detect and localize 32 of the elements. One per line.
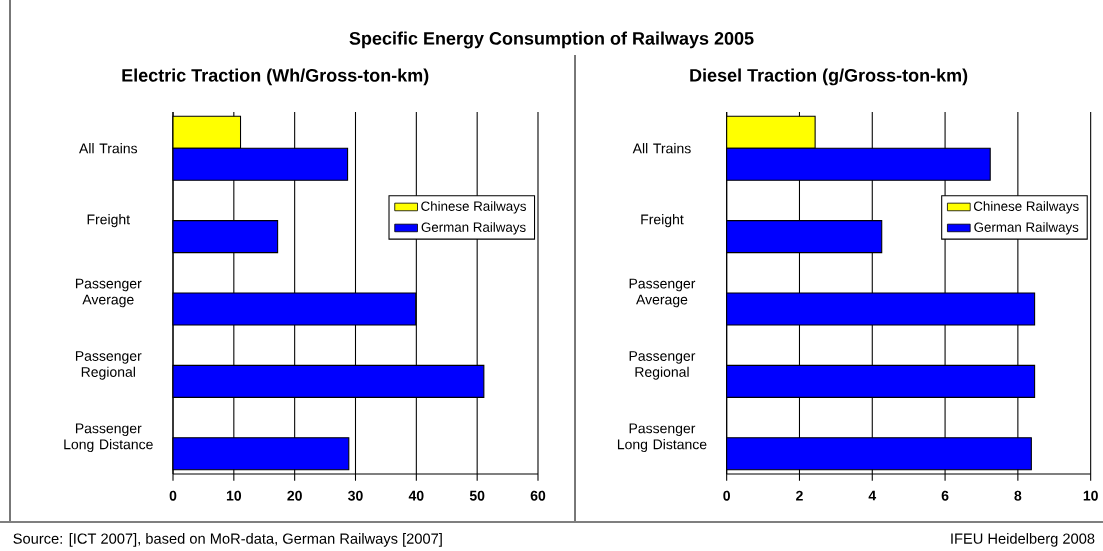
y-tick-label: Freight	[87, 214, 130, 228]
x-tick-label: 50	[469, 490, 485, 501]
legend-label: Chinese Railways	[973, 201, 1079, 214]
y-tick-label: Freight	[641, 214, 684, 228]
x-tick-label: 60	[530, 490, 546, 501]
y-tick-label: Passenger Average	[75, 278, 142, 308]
y-tick-label: Passenger Average	[629, 278, 696, 308]
y-tick-label: All Trains	[632, 143, 691, 154]
x-tick-label: 10	[226, 490, 242, 501]
x-tick-label: 4	[868, 490, 877, 501]
x-tick-label: 0	[723, 490, 730, 501]
legend-label: German Railways	[974, 222, 1079, 235]
legend-label: German Railways	[421, 222, 526, 235]
y-tick-label: Passenger Regional	[75, 351, 142, 380]
y-tick-label: Passenger Regional	[629, 351, 696, 380]
x-tick-label: 30	[348, 490, 363, 501]
chart-title: Diesel Traction (g/Gross-ton-km)	[690, 68, 968, 86]
x-tick-label: 2	[796, 490, 803, 501]
y-tick-label: Passenger Long Distance	[617, 423, 707, 453]
x-tick-label: 20	[287, 490, 302, 501]
x-tick-label: 10	[1083, 490, 1098, 501]
x-tick-label: 40	[408, 490, 424, 501]
x-tick-label: 6	[941, 490, 949, 501]
chart-subtitle: Electric Traction (Wh/Gross-ton-km)	[122, 68, 429, 86]
legend-label: Chinese Railways	[421, 201, 527, 214]
source-note: Source: [ICT 2007], based on MoR-data, German Railways [2007]	[13, 533, 442, 547]
text: IFEU Heidelberg 2008	[951, 533, 1095, 547]
y-tick-label: Passenger Long Distance	[64, 423, 153, 453]
y-tick-label: All Trains	[79, 143, 138, 154]
x-tick-label: 8	[1014, 490, 1022, 501]
chart-title: Specific Energy Consumption of Railways 2005	[349, 31, 754, 49]
x-tick-label: 0	[169, 490, 177, 501]
